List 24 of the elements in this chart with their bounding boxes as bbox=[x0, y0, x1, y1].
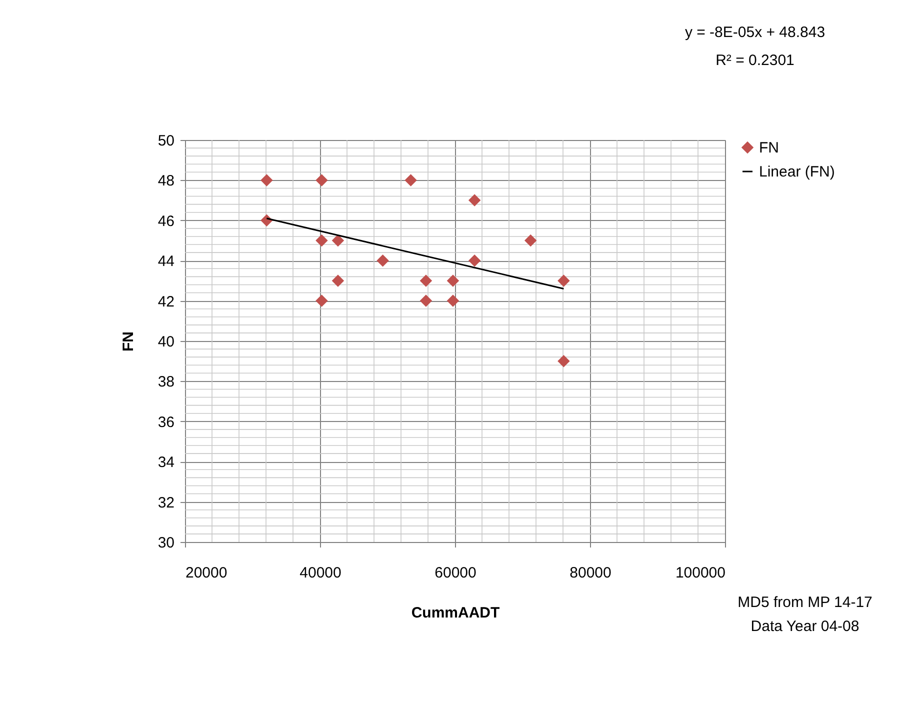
legend-label: Linear (FN) bbox=[759, 164, 835, 180]
x-tick-label: 80000 bbox=[570, 564, 612, 582]
y-tick-label: 40 bbox=[158, 334, 174, 350]
y-tick-label: 38 bbox=[158, 374, 174, 391]
legend-label: FN bbox=[759, 140, 779, 156]
y-tick-label: 32 bbox=[158, 494, 174, 512]
x-tick-label: 100000 bbox=[675, 564, 726, 582]
y-tick-label: 34 bbox=[158, 454, 174, 472]
text: MD5 from MP 14-17 bbox=[738, 594, 872, 611]
y-tick-label: 44 bbox=[158, 253, 174, 270]
x-tick-label: 60000 bbox=[434, 564, 476, 582]
text: y = -8E-05x + 48.843 bbox=[684, 24, 826, 41]
x-axis-title: CummAADT bbox=[411, 604, 500, 622]
y-tick-label: 46 bbox=[158, 212, 174, 230]
y-tick-label: 50 bbox=[158, 132, 174, 150]
text: R² = 0.2301 bbox=[716, 52, 794, 69]
y-tick-label: 48 bbox=[158, 172, 174, 190]
x-tick-label: 20000 bbox=[186, 564, 228, 582]
y-tick-label: 42 bbox=[158, 293, 174, 310]
y-tick-label: 36 bbox=[158, 414, 174, 431]
x-tick-label: 40000 bbox=[300, 564, 342, 582]
text: Data Year 04-08 bbox=[750, 618, 860, 635]
y-axis-title: FN bbox=[120, 332, 137, 352]
y-tick-label: 30 bbox=[158, 534, 174, 552]
